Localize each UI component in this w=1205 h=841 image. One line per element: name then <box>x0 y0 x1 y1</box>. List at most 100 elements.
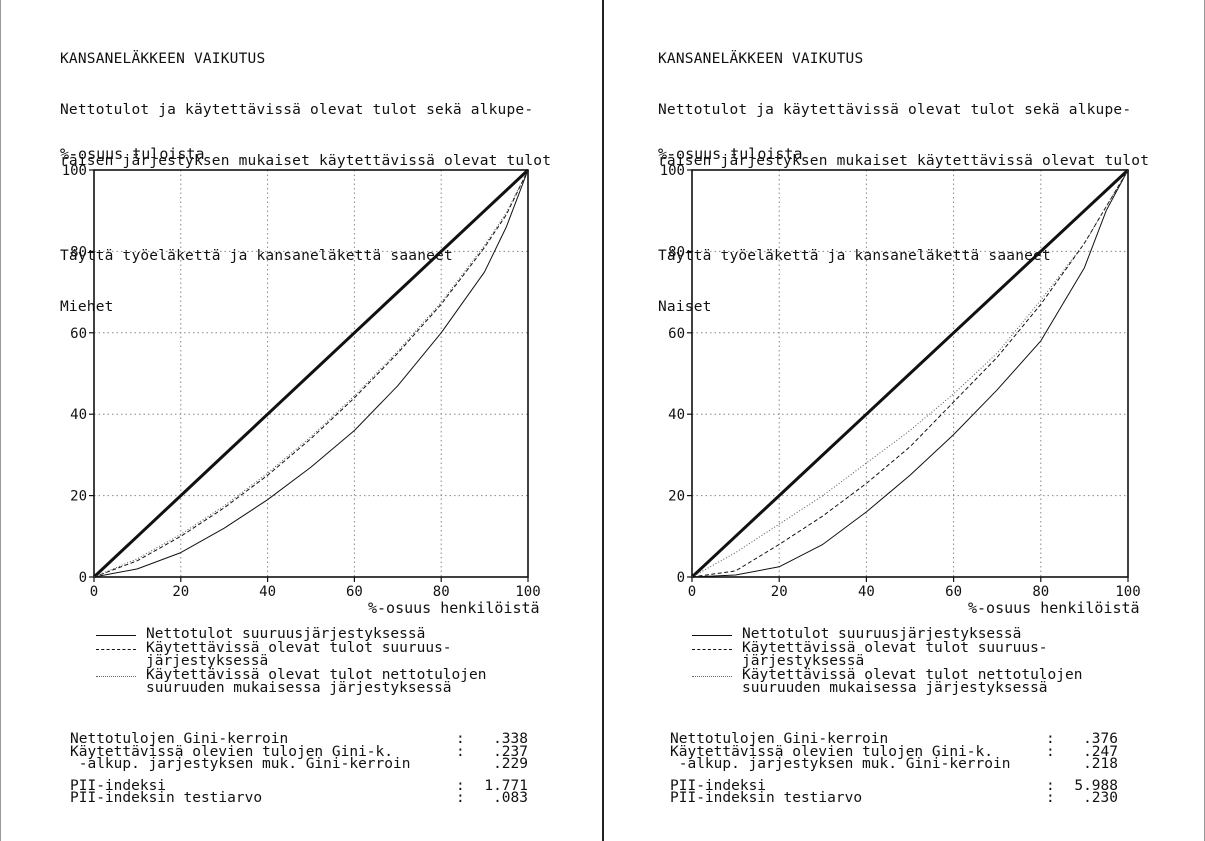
header-title: KANSANELÄKKEEN VAIKUTUS <box>60 51 266 67</box>
stat-value: .229 <box>493 756 528 772</box>
legend-swatch-dotted <box>96 675 136 677</box>
plot-frame <box>691 169 1129 578</box>
x-tick-label: 40 <box>858 584 875 600</box>
panel-divider <box>602 0 604 841</box>
stat-row: Nettotulojen Gini-kerroin: .376 <box>670 731 1118 747</box>
stat-label: Käytettävissä olevien tulojen Gini-k. <box>70 743 394 760</box>
stat-row: PII-indeksi:5.988 <box>670 777 1118 794</box>
stat-value: 5.988 <box>1074 777 1118 794</box>
series-line-dotted <box>691 169 1129 578</box>
y-tick-label: 100 <box>62 163 87 179</box>
header-line2: Nettotulot ja käytettävissä olevat tulot… <box>658 102 1132 118</box>
x-tick-label: 100 <box>1115 584 1140 600</box>
legend-item-solid: Nettotulot suuruusjärjestyksessä <box>96 626 486 642</box>
legend-item-dashed: Käytettävissä olevat tulot suuruus- järj… <box>692 639 1082 669</box>
stat-row: PII-indeksin testiarvo: .083 <box>70 790 528 806</box>
x-tick-label: 60 <box>945 584 962 600</box>
statistics-men: Nettotulojen Gini-kerroin: .338 Käytettäv… <box>70 731 528 806</box>
series-line-solid <box>691 169 1129 578</box>
legend-item-dashed: Käytettävissä olevat tulot suuruus- järj… <box>96 639 486 669</box>
x-tick-label: 20 <box>771 584 788 600</box>
header-line3: räisen järjestyksen mukaiset käytettävis… <box>658 153 1150 169</box>
y-tick-label: 40 <box>70 407 87 423</box>
header-line4: Täyttä työeläkettä ja kansaneläkettä saa… <box>658 248 1051 264</box>
legend-label-solid: Nettotulot suuruusjärjestyksessä <box>146 626 426 642</box>
series-line-dashed <box>93 169 529 578</box>
stat-row: -alkup. jarjestyksen muk. Gini-kerroin .2… <box>670 756 1118 772</box>
stat-label: PII-indeksin testiarvo <box>70 790 263 806</box>
legend-label-dotted-2: suuruuden mukaisessa järjestyksessä <box>742 680 1048 696</box>
stat-row: Käytettävissä olevien tulojen Gini-k.: .2… <box>70 743 528 760</box>
y-tick-label: 100 <box>660 163 685 179</box>
stat-value: .230 <box>1083 790 1118 806</box>
y-tick-label: 0 <box>79 570 87 586</box>
header-line4: Täyttä työeläkettä ja kansaneläkettä saa… <box>60 248 453 264</box>
series-line-thick <box>92 168 530 579</box>
x-tick-label: 0 <box>688 584 696 600</box>
stat-value: .083 <box>493 790 528 806</box>
stat-label: PII-indeksi <box>670 777 767 794</box>
legend-swatch-dotted <box>692 675 732 677</box>
y-tick-label: 20 <box>668 489 685 505</box>
stat-label: Nettotulojen Gini-kerroin <box>70 731 289 747</box>
x-tick-label: 60 <box>346 584 363 600</box>
legend-item-dotted: Käytettävissä olevat tulot nettotulojen … <box>692 666 1083 696</box>
x-tick-label: 20 <box>172 584 189 600</box>
header-group: Miehet <box>60 299 114 315</box>
header-women: KANSANELÄKKEEN VAIKUTUS Nettotulot ja kä… <box>658 17 1149 350</box>
x-tick-label: 80 <box>433 584 450 600</box>
legend-swatch-dashed <box>96 648 136 650</box>
stat-label: Nettotulojen Gini-kerroin <box>670 731 889 747</box>
y-tick-label: 60 <box>70 326 87 342</box>
y-tick-label: 40 <box>668 407 685 423</box>
stat-value: .247 <box>1083 743 1118 760</box>
legend-label-dashed: Käytettävissä olevat tulot suuruus- <box>146 639 452 656</box>
legend-label-dashed-2: järjestyksessä <box>742 653 865 669</box>
stat-row: Nettotulojen Gini-kerroin: .338 <box>70 731 528 747</box>
legend-label-dashed: Käytettävissä olevat tulot suuruus- <box>742 639 1048 656</box>
header-line2: Nettotulot ja käytettävissä olevat tulot… <box>60 102 534 118</box>
stat-value: 1.771 <box>484 777 528 794</box>
stat-row: PII-indeksin testiarvo: .230 <box>670 790 1118 806</box>
x-tick-label: 40 <box>259 584 276 600</box>
stat-value: .338 <box>493 731 528 747</box>
y-axis-label: %-osuus tuloista <box>60 145 205 163</box>
legend-item-dotted: Käytettävissä olevat tulot nettotulojen … <box>96 666 487 696</box>
stat-row: -alkup. jarjestyksen muk. Gini-kerroin .2… <box>70 756 528 772</box>
y-axis-label: %-osuus tuloista <box>658 145 803 163</box>
stat-label: PII-indeksi <box>70 777 167 794</box>
legend-swatch-dashed <box>692 648 732 650</box>
legend-item-solid: Nettotulot suuruusjärjestyksessä <box>692 626 1082 642</box>
lorenz-chart-women: 0 20 40 60 80 100 0 20 40 60 80 100 <box>660 163 1141 600</box>
stat-label: PII-indeksin testiarvo <box>670 790 863 806</box>
series-line-dashed <box>691 169 1129 578</box>
stat-row: Käytettävissä olevien tulojen Gini-k.: .2… <box>670 743 1118 760</box>
stat-label: -alkup. jarjestyksen muk. Gini-kerroin <box>670 756 1011 772</box>
legend: Nettotulot suuruusjärjestyksessä Käytett… <box>96 626 487 696</box>
header-title: KANSANELÄKKEEN VAIKUTUS <box>658 51 864 67</box>
series-line-dotted <box>93 169 529 578</box>
lorenz-chart-men: 0 20 40 60 80 100 0 20 40 60 80 100 <box>62 163 541 600</box>
x-axis-label: %-osuus henkilöistä <box>368 599 540 617</box>
x-tick-label: 0 <box>90 584 98 600</box>
y-tick-label: 80 <box>70 244 87 260</box>
stat-value: .237 <box>493 743 528 760</box>
legend-label-dotted-2: suuruuden mukaisessa järjestyksessä <box>146 680 452 696</box>
y-tick-label: 80 <box>668 244 685 260</box>
stat-row: PII-indeksi:1.771 <box>70 777 528 794</box>
plot-frame <box>93 169 529 578</box>
y-tick-label: 20 <box>70 489 87 505</box>
legend-label-dashed-2: järjestyksessä <box>146 653 269 669</box>
stat-value: .218 <box>1083 756 1118 772</box>
panel-women: KANSANELÄKKEEN VAIKUTUS Nettotulot ja kä… <box>604 0 1205 841</box>
x-tick-label: 80 <box>1032 584 1049 600</box>
page-edge-left <box>0 0 1 841</box>
legend-label-dotted: Käytettävissä olevat tulot nettotulojen <box>146 666 487 683</box>
stat-label: -alkup. jarjestyksen muk. Gini-kerroin <box>70 756 411 772</box>
stat-value: .376 <box>1083 731 1118 747</box>
statistics-women: Nettotulojen Gini-kerroin: .376 Käytettäv… <box>670 731 1118 806</box>
y-tick-label: 60 <box>668 326 685 342</box>
x-tick-label: 100 <box>515 584 540 600</box>
legend-label-solid: Nettotulot suuruusjärjestyksessä <box>742 626 1022 642</box>
legend-label-dotted: Käytettävissä olevat tulot nettotulojen <box>742 666 1083 683</box>
